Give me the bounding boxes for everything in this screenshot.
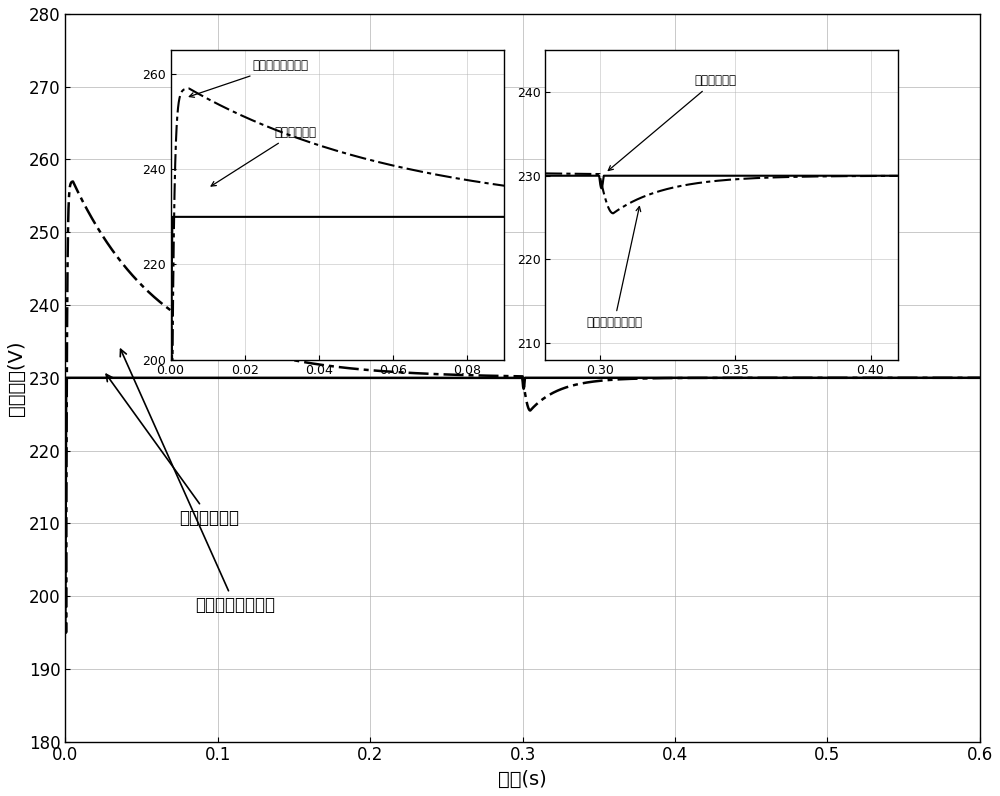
Text: 直接增益控制: 直接增益控制 [106,374,240,527]
Y-axis label: 直流电压(V): 直流电压(V) [7,340,26,416]
X-axis label: 时间(s): 时间(s) [498,770,547,789]
Text: 传统比例积分控制: 传统比例积分控制 [120,349,275,614]
